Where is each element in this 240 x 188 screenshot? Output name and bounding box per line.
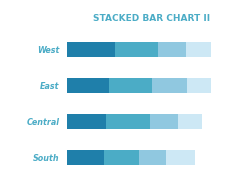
Bar [104, 150, 139, 165]
Bar [150, 114, 178, 129]
Bar [67, 150, 104, 165]
Bar [166, 150, 195, 165]
Bar [67, 78, 109, 93]
Bar [109, 78, 152, 93]
Title: STACKED BAR CHART II: STACKED BAR CHART II [93, 14, 210, 23]
Bar [67, 114, 106, 129]
Bar [186, 42, 211, 57]
Bar [178, 114, 202, 129]
Bar [139, 150, 166, 165]
Bar [158, 42, 186, 57]
Bar [106, 114, 150, 129]
Bar [67, 42, 115, 57]
Bar [152, 78, 187, 93]
Bar [187, 78, 211, 93]
Bar [115, 42, 158, 57]
